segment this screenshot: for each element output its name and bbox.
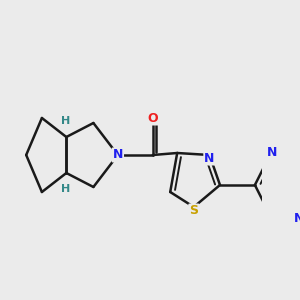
Text: N: N — [294, 212, 300, 225]
Text: N: N — [113, 148, 123, 161]
Text: H: H — [61, 116, 70, 126]
Text: N: N — [204, 152, 215, 164]
Text: S: S — [189, 205, 198, 218]
Text: H: H — [61, 184, 70, 194]
Text: O: O — [147, 112, 158, 124]
Text: N: N — [267, 146, 277, 159]
